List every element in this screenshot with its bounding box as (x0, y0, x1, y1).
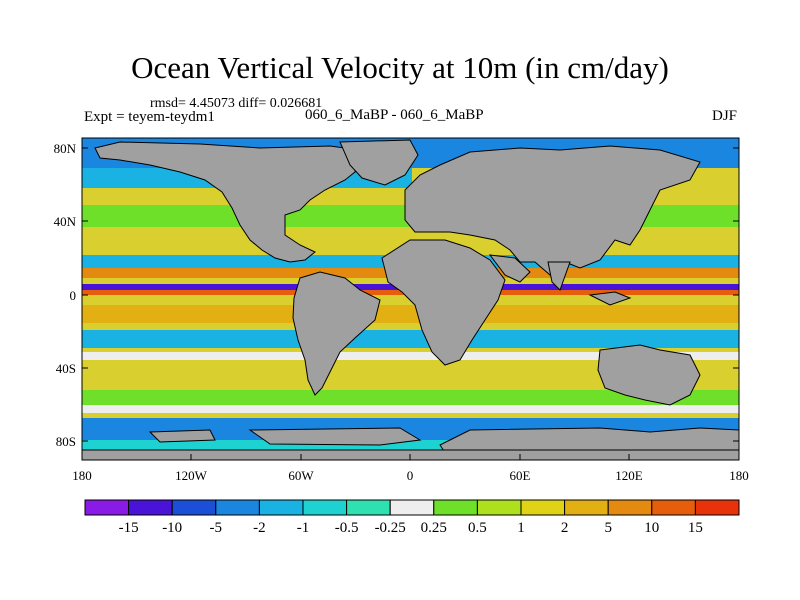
land-antarctica-west (148, 429, 216, 443)
colorbar-label: -0.5 (335, 520, 359, 536)
colorbar-label: 15 (688, 520, 703, 536)
colorbar-box (607, 499, 653, 516)
band-antarctic-cyan (82, 440, 739, 450)
lon-ticks (81, 454, 740, 460)
colorbar-label: 5 (604, 520, 612, 536)
colorbar-box (84, 499, 130, 516)
land-india (547, 261, 571, 291)
colorbar-label: -1 (297, 520, 310, 536)
lat-label: 40S (56, 361, 76, 376)
colorbar-box (302, 499, 348, 516)
colorbar-box (258, 499, 304, 516)
rmsd-stats: rmsd= 4.45073 diff= 0.026681 (150, 96, 323, 111)
colorbar-label: 0.25 (421, 520, 447, 536)
colorbar-box (389, 499, 435, 516)
land-south-america (292, 271, 381, 396)
colorbar-label: -2 (253, 520, 266, 536)
colorbar-label: -0.25 (375, 520, 406, 536)
plot-title: Ocean Vertical Velocity at 10m (in cm/da… (131, 50, 669, 85)
colorbar-box (694, 499, 740, 516)
lon-label: 180 (72, 468, 92, 483)
land-greenland (339, 139, 419, 186)
colorbar-box (433, 499, 478, 516)
lat-ticks (82, 147, 739, 442)
band-southern-white (82, 352, 739, 360)
lat-label: 0 (70, 288, 77, 303)
lon-label: 120W (175, 468, 208, 483)
lon-label: 180 (729, 468, 749, 483)
lat-label: 80S (56, 434, 76, 449)
colorbar-label: -10 (162, 520, 182, 536)
colorbar-box (128, 499, 173, 516)
colorbar-box (171, 499, 217, 516)
lon-label: 60W (288, 468, 314, 483)
land-eurasia (404, 145, 701, 276)
lat-label: 40N (54, 214, 77, 229)
colorbar-label: 2 (561, 520, 569, 536)
colorbar-labels: -15 -10 -5 -2 -1 -0.5 -0.25 0.25 0.5 1 2 5 10 15 (119, 520, 703, 536)
colorbar-label: 0.5 (468, 520, 487, 536)
colorbar-label: -15 (119, 520, 139, 536)
colorbar-box (215, 499, 260, 516)
land-africa (381, 239, 506, 366)
colorbar-box (346, 499, 391, 516)
land-antarctica-center (248, 427, 422, 446)
colorbar-box (651, 499, 696, 516)
lat-label: 80N (54, 141, 77, 156)
land-australia (597, 344, 701, 406)
colorbar-label: 10 (644, 520, 659, 536)
colorbar-label: 1 (517, 520, 525, 536)
colorbar-label: -5 (210, 520, 223, 536)
band-southern-green (82, 390, 739, 405)
lon-label: 60E (510, 468, 531, 483)
colorbar-box (564, 499, 609, 516)
land-indonesia (588, 291, 632, 306)
lon-label: 120E (615, 468, 643, 483)
band-subtropic-s (82, 330, 739, 348)
experiment-label: Expt = teyem-teydm1 (84, 109, 215, 125)
season-label: DJF (712, 108, 738, 124)
colorbar-box (520, 499, 566, 516)
land-arabia (488, 254, 531, 283)
colorbar-boxes (84, 499, 740, 516)
experiment-names: 060_6_MaBP - 060_6_MaBP (305, 107, 484, 123)
lon-label: 0 (407, 468, 414, 483)
band-south-equatorial (82, 305, 739, 323)
colorbar-box (476, 499, 522, 516)
band-southern-white2 (82, 405, 739, 413)
